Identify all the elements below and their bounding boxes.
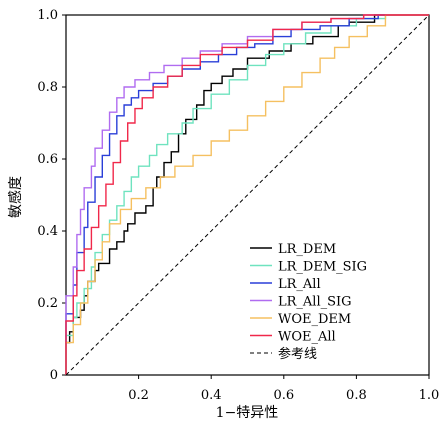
y-tick-label: 0 xyxy=(50,368,58,383)
y-tick-label: 0.2 xyxy=(37,296,58,311)
y-axis-ticks: 0 0.2 0.4 0.6 0.8 1.0 xyxy=(37,8,66,383)
x-axis-ticks: 0.2 0.4 0.6 0.8 1.0 xyxy=(128,375,439,403)
y-axis-label: 敏感度 xyxy=(7,176,24,218)
y-tick-label: 0.8 xyxy=(37,80,58,95)
legend-label: LR_All_SIG xyxy=(278,295,352,310)
legend-label: LR_All xyxy=(278,277,321,292)
series-layer xyxy=(65,14,430,376)
series-line-lr-dem-sig xyxy=(65,14,429,375)
series-line-woe-dem xyxy=(65,14,429,375)
x-tick-label: 0.8 xyxy=(346,388,367,403)
legend-label: LR_DEM_SIG xyxy=(278,260,367,275)
y-tick-label: 0.6 xyxy=(37,152,58,167)
series-line-woe-all xyxy=(65,14,429,375)
legend-label: WOE_All xyxy=(278,330,336,345)
y-tick-label: 0.4 xyxy=(37,224,58,239)
legend: LR_DEM LR_DEM_SIG LR_All LR_All_SIG WOE_DEM W… xyxy=(250,242,367,362)
series-line- xyxy=(65,14,430,376)
legend-label: 参考线 xyxy=(278,346,317,362)
x-tick-label: 0.2 xyxy=(128,388,149,403)
y-tick-label: 1.0 xyxy=(37,8,58,23)
x-tick-label: 0.4 xyxy=(201,388,222,403)
x-tick-label: 0.6 xyxy=(273,388,294,403)
legend-label: LR_DEM xyxy=(278,242,336,257)
plot-area-frame xyxy=(65,14,430,376)
x-axis-label: 1−特异性 xyxy=(216,405,279,421)
legend-label: WOE_DEM xyxy=(278,312,351,327)
x-tick-label: 1.0 xyxy=(419,388,440,403)
